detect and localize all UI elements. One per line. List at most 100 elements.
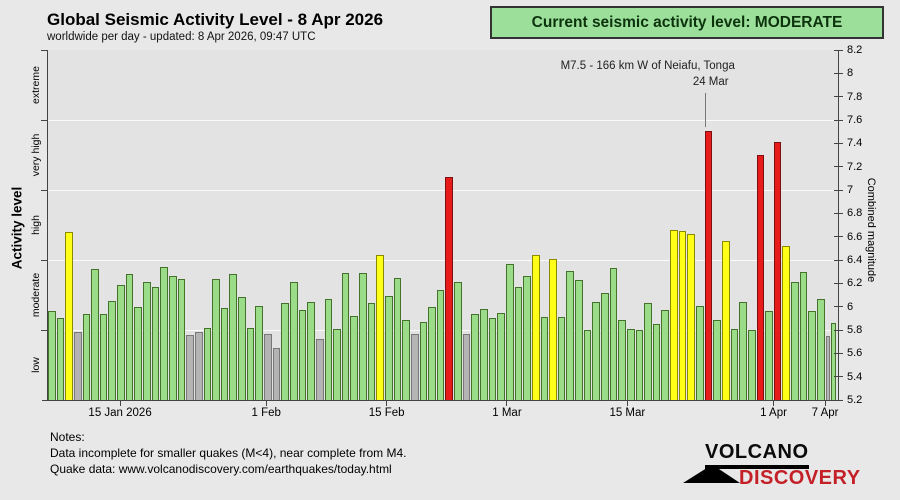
bar-8-jan <box>56 318 65 400</box>
bar-30-mar <box>756 155 765 400</box>
right-tick <box>834 282 843 284</box>
notes-block: Notes: Data incomplete for smaller quake… <box>50 429 406 477</box>
bar-3-feb <box>281 303 289 400</box>
bar-14-jan <box>108 300 117 400</box>
x-tick <box>506 400 508 406</box>
bar-30-jan <box>246 327 255 400</box>
bar-11-feb <box>350 316 359 400</box>
bar-22-mar <box>687 234 696 400</box>
bar-16-jan <box>125 274 134 400</box>
bar-14-mar <box>618 319 626 400</box>
bar-7-jan <box>48 311 56 400</box>
bar-4-apr <box>799 271 808 400</box>
right-tick-label: 6.6 <box>847 230 863 243</box>
bar-13-jan <box>99 313 108 400</box>
right-axis-line <box>838 50 839 401</box>
right-tick-label: 8 <box>847 67 854 80</box>
bar-24-feb <box>462 333 471 400</box>
right-tick-label: 6.4 <box>847 254 863 266</box>
right-tick <box>834 236 843 238</box>
gridline <box>47 120 838 121</box>
bar-15-mar <box>626 328 635 400</box>
notes-line-1: Data incomplete for smaller quakes (M<4)… <box>50 446 407 460</box>
band-label-moderate: moderate <box>30 272 42 318</box>
bar-11-mar <box>592 302 600 400</box>
bar-5-feb <box>298 310 307 400</box>
right-tick <box>834 96 843 98</box>
right-tick <box>834 399 843 401</box>
bar-5-apr <box>808 311 817 400</box>
left-tick <box>41 119 47 121</box>
right-tick-label: 5.8 <box>847 324 863 336</box>
bar-19-feb <box>419 321 428 400</box>
bar-4-mar <box>531 255 540 400</box>
logo-text-volcano: VOLCANO <box>705 441 809 469</box>
bar-13-mar <box>609 268 618 400</box>
chart-plot-area <box>47 50 838 400</box>
right-tick <box>834 212 843 214</box>
bar-17-jan <box>134 306 143 400</box>
bar-6-apr <box>817 298 825 400</box>
gridline <box>47 190 838 191</box>
bar-2-apr <box>782 246 791 400</box>
logo-text-discovery: DISCOVERY <box>739 467 861 489</box>
x-tick <box>119 400 121 406</box>
right-tick-label: 7.8 <box>847 90 863 103</box>
volcanodiscovery-logo: VOLCANO DISCOVERY <box>683 441 895 496</box>
right-tick <box>834 189 843 191</box>
right-tick-label: 8.2 <box>847 44 863 56</box>
bar-24-jan <box>194 332 203 400</box>
notes-line-2: Quake data: www.volcanodiscovery.com/ear… <box>50 462 392 476</box>
bar-20-feb <box>428 306 436 400</box>
bar-31-jan <box>255 305 264 400</box>
left-axis-line <box>47 50 48 401</box>
bar-21-jan <box>168 276 177 400</box>
bar-21-mar <box>678 230 687 400</box>
bar-11-jan <box>82 313 91 400</box>
right-tick-label: 6 <box>847 300 854 313</box>
right-tick-label: 5.2 <box>847 394 863 406</box>
current-activity-banner: Current seismic activity level: MODERATE <box>490 6 884 39</box>
left-tick <box>41 189 47 191</box>
bar-6-mar <box>549 258 557 400</box>
left-tick <box>41 329 47 331</box>
bar-18-jan <box>143 282 151 400</box>
x-tick <box>824 400 826 406</box>
annotation-quake-text: M7.5 - 166 km W of Neiafu, Tonga <box>560 60 735 72</box>
bar-7-feb <box>315 339 324 400</box>
bar-2-feb <box>272 347 281 400</box>
bar-17-feb <box>402 319 410 400</box>
bar-1-apr <box>773 142 782 400</box>
bar-6-feb <box>307 302 315 400</box>
bar-3-mar <box>523 276 531 400</box>
bar-2-mar <box>514 286 523 400</box>
right-tick-label: 6.2 <box>847 277 863 290</box>
bar-10-mar <box>583 330 592 400</box>
bar-12-feb <box>359 272 367 400</box>
bar-1-mar <box>505 263 514 400</box>
bar-25-jan <box>203 327 212 400</box>
bar-9-mar <box>575 279 583 400</box>
right-tick-label: 7.4 <box>847 137 863 150</box>
bar-12-mar <box>601 292 609 400</box>
bar-25-feb <box>471 313 480 400</box>
right-tick <box>834 166 843 168</box>
right-tick-label: 5.4 <box>847 370 863 383</box>
x-tick-label: 1 Feb <box>251 407 281 419</box>
bar-4-feb <box>289 282 298 400</box>
x-tick <box>773 400 775 406</box>
x-tick-label: 15 Mar <box>609 407 646 419</box>
bar-26-jan <box>212 278 220 400</box>
right-tick-label: 7.2 <box>847 160 863 173</box>
bar-1-feb <box>264 333 272 400</box>
bar-7-apr <box>825 335 831 400</box>
band-label-low: low <box>30 357 42 373</box>
bar-16-mar <box>635 330 644 400</box>
bar-28-feb <box>497 312 505 400</box>
bar-20-mar <box>670 229 678 400</box>
current-activity-text: Current seismic activity level: MODERATE <box>531 13 843 31</box>
right-tick <box>834 49 843 51</box>
bar-31-mar <box>765 311 773 400</box>
annotation-date-text: 24 Mar <box>692 76 729 88</box>
x-tick-label: 1 Mar <box>492 407 522 419</box>
